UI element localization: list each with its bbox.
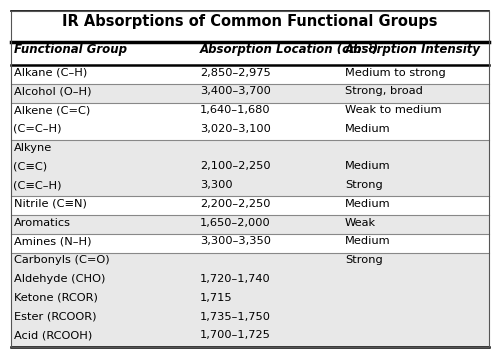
Text: Strong: Strong	[345, 255, 383, 265]
Text: 1,700–1,725: 1,700–1,725	[200, 330, 271, 340]
Text: Nitrile (C≡N): Nitrile (C≡N)	[14, 199, 86, 209]
Text: 1,720–1,740: 1,720–1,740	[200, 274, 271, 284]
Text: 3,300: 3,300	[200, 180, 232, 190]
Text: 3,300–3,350: 3,300–3,350	[200, 236, 271, 247]
Text: (C≡C): (C≡C)	[14, 161, 48, 171]
Text: Alcohol (O–H): Alcohol (O–H)	[14, 86, 91, 96]
Text: 2,850–2,975: 2,850–2,975	[200, 68, 271, 78]
Text: 3,400–3,700: 3,400–3,700	[200, 86, 271, 96]
Bar	[11, 84, 489, 103]
Text: 2,100–2,250: 2,100–2,250	[200, 161, 270, 171]
Text: 1,715: 1,715	[200, 293, 232, 303]
Text: 1,640–1,680: 1,640–1,680	[200, 105, 270, 115]
Bar	[11, 253, 489, 347]
Text: Strong: Strong	[345, 180, 383, 190]
Text: (C≡C–H): (C≡C–H)	[14, 180, 62, 190]
Text: Alkyne: Alkyne	[14, 143, 52, 153]
Text: Aromatics: Aromatics	[14, 218, 70, 228]
Text: Aldehyde (CHO): Aldehyde (CHO)	[14, 274, 105, 284]
Text: Carbonyls (C=O): Carbonyls (C=O)	[14, 255, 109, 265]
Text: Alkane (C–H): Alkane (C–H)	[14, 68, 87, 78]
Text: Medium: Medium	[345, 199, 391, 209]
Bar	[11, 140, 489, 196]
Text: Medium: Medium	[345, 161, 391, 171]
Text: IR Absorptions of Common Functional Groups: IR Absorptions of Common Functional Grou…	[62, 14, 438, 29]
Bar	[11, 65, 489, 84]
Text: 2,200–2,250: 2,200–2,250	[200, 199, 270, 209]
Text: Ketone (RCOR): Ketone (RCOR)	[14, 293, 98, 303]
Text: Medium to strong: Medium to strong	[345, 68, 446, 78]
Text: Functional Group: Functional Group	[14, 43, 126, 56]
Text: (C=C–H): (C=C–H)	[14, 124, 62, 134]
Text: 1,735–1,750: 1,735–1,750	[200, 312, 271, 322]
Text: 1,650–2,000: 1,650–2,000	[200, 218, 271, 228]
Bar	[11, 103, 489, 140]
Text: Ester (RCOOR): Ester (RCOOR)	[14, 312, 96, 322]
Bar	[11, 215, 489, 234]
Text: Amines (N–H): Amines (N–H)	[14, 236, 91, 247]
Text: Absorption Location (cm⁻¹): Absorption Location (cm⁻¹)	[200, 43, 379, 56]
Text: Strong, broad: Strong, broad	[345, 86, 423, 96]
Text: Medium: Medium	[345, 236, 391, 247]
Text: Weak to medium: Weak to medium	[345, 105, 442, 115]
Text: 3,020–3,100: 3,020–3,100	[200, 124, 271, 134]
Text: Medium: Medium	[345, 124, 391, 134]
Bar	[11, 196, 489, 215]
Text: Alkene (C=C): Alkene (C=C)	[14, 105, 90, 115]
Text: Acid (RCOOH): Acid (RCOOH)	[14, 330, 92, 340]
Bar	[11, 234, 489, 253]
Text: Weak: Weak	[345, 218, 376, 228]
Text: Absorption Intensity: Absorption Intensity	[345, 43, 481, 56]
